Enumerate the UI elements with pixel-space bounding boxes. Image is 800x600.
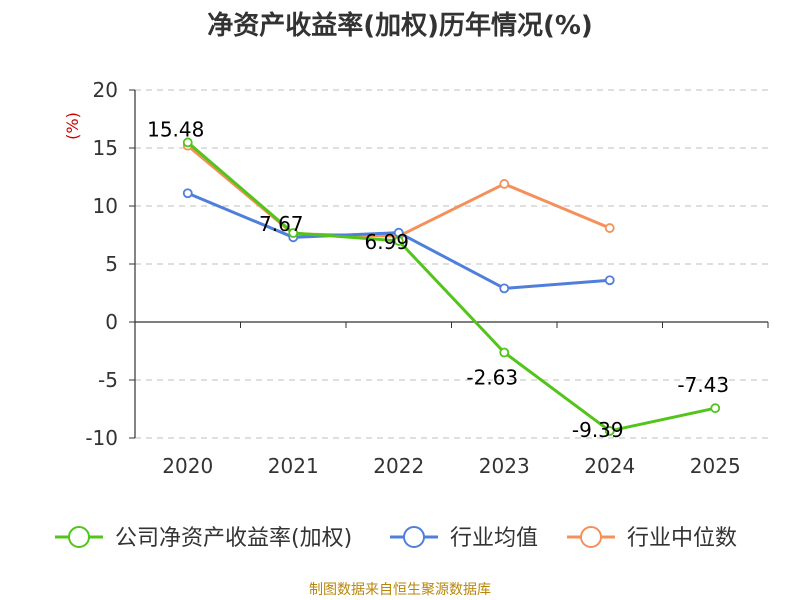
y-tick-label: 5 — [105, 252, 118, 276]
x-tick-label: 2021 — [268, 454, 319, 478]
series-line-2 — [186, 144, 611, 238]
x-tick-label: 2022 — [373, 454, 424, 478]
data-point — [604, 223, 615, 233]
data-point — [499, 283, 510, 294]
data-label: -9.39 — [572, 418, 624, 442]
data-label: -7.43 — [677, 373, 729, 397]
axes — [129, 89, 769, 439]
y-axis-unit: (%) — [63, 112, 82, 140]
series-group — [182, 137, 721, 436]
data-point — [288, 228, 299, 238]
data-label: 6.99 — [364, 230, 409, 254]
legend-swatch-marker — [580, 526, 602, 548]
data-label: 7.67 — [259, 212, 304, 236]
data-point — [604, 275, 615, 286]
legend-label: 行业均值 — [450, 526, 538, 551]
source-note: 制图数据来自恒生聚源数据库 — [309, 582, 491, 598]
y-tick-label: 15 — [93, 136, 118, 160]
legend-swatch-marker — [403, 526, 425, 548]
data-label: -2.63 — [466, 366, 518, 390]
grid-lines — [135, 89, 768, 439]
y-tick-label: -5 — [98, 368, 118, 392]
chart-title: 净资产收益率(加权)历年情况(%) — [207, 10, 593, 41]
data-point — [393, 236, 404, 246]
data-labels: 15.48 7.67 6.99 -2.63 -9.39 -7.43 — [147, 117, 729, 441]
data-point — [182, 137, 193, 148]
data-point — [604, 426, 615, 436]
data-point — [499, 347, 510, 358]
y-tick-label: 0 — [105, 310, 118, 334]
legend-swatch-marker — [68, 526, 90, 548]
series-line-0 — [186, 141, 716, 433]
y-tick-label: -10 — [85, 426, 118, 450]
x-tick-label: 2023 — [479, 454, 530, 478]
y-tick-label: 10 — [93, 194, 118, 218]
legend: 公司净资产收益率(加权) 行业均值 行业中位数 — [55, 526, 737, 551]
data-label: 15.48 — [147, 117, 204, 141]
x-tick-label: 2020 — [162, 454, 213, 478]
y-tick-labels: 20 15 10 5 0 -5 -10 — [85, 78, 118, 450]
legend-label: 公司净资产收益率(加权) — [115, 526, 352, 551]
x-tick-label: 2024 — [584, 454, 635, 478]
x-tick-labels: 2020 2021 2022 2023 2024 2025 — [162, 454, 740, 478]
data-point — [182, 188, 193, 199]
x-tick-label: 2025 — [690, 454, 741, 478]
legend-label: 行业中位数 — [627, 526, 737, 551]
data-point — [499, 179, 510, 189]
y-tick-label: 20 — [93, 78, 118, 102]
data-point — [710, 403, 721, 414]
